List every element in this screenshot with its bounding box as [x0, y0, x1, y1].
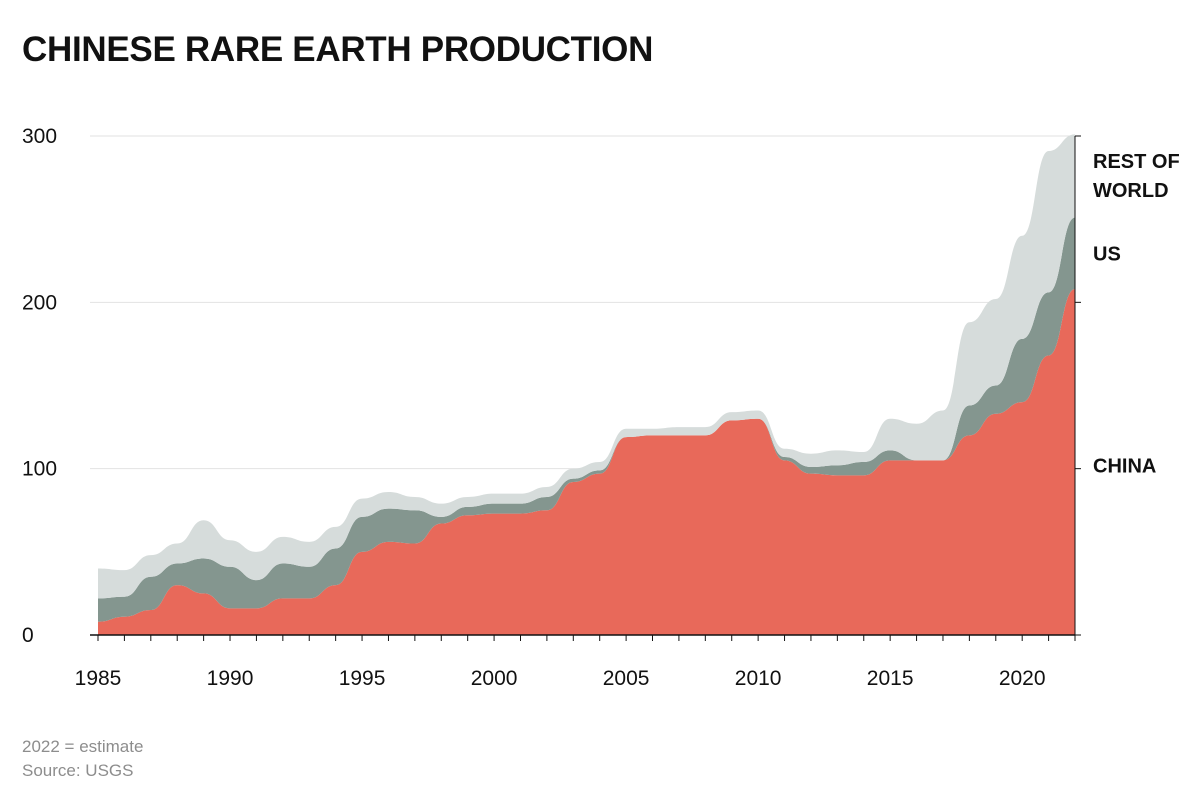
area-rest-of-world	[98, 134, 1075, 599]
x-tick-label: 2010	[735, 667, 782, 690]
series-label-us: US	[1093, 243, 1121, 265]
chart-title: CHINESE RARE EARTH PRODUCTION	[22, 30, 654, 69]
axes: 0 100 200 300 1985 1990 1995 2000 2005 2010 2015 20…	[22, 125, 1081, 690]
y-tick-label: 0	[22, 624, 34, 647]
y-tick-label: 200	[22, 291, 57, 314]
series-labels: CHINA US REST OF WORLD	[1093, 151, 1180, 478]
gridlines	[90, 135, 1075, 470]
x-tick-label: 1995	[339, 667, 386, 690]
area-series	[98, 134, 1075, 635]
area-us	[98, 217, 1075, 622]
area-china	[98, 289, 1075, 635]
series-label-china: CHINA	[1093, 456, 1156, 478]
x-tick-label: 2000	[471, 667, 518, 690]
series-label-rest-of-world: REST OF WORLD	[1093, 151, 1180, 202]
y-tick-label: 300	[22, 125, 57, 148]
x-tick-label: 2015	[867, 667, 914, 690]
y-tick-label: 100	[22, 458, 57, 481]
x-tick-label: 1985	[75, 667, 122, 690]
x-tick-label: 2020	[999, 667, 1046, 690]
source-note: Source: USGS	[22, 761, 134, 780]
x-tick-label: 2005	[603, 667, 650, 690]
x-tick-label: 1990	[207, 667, 254, 690]
estimate-note: 2022 = estimate	[22, 737, 144, 756]
